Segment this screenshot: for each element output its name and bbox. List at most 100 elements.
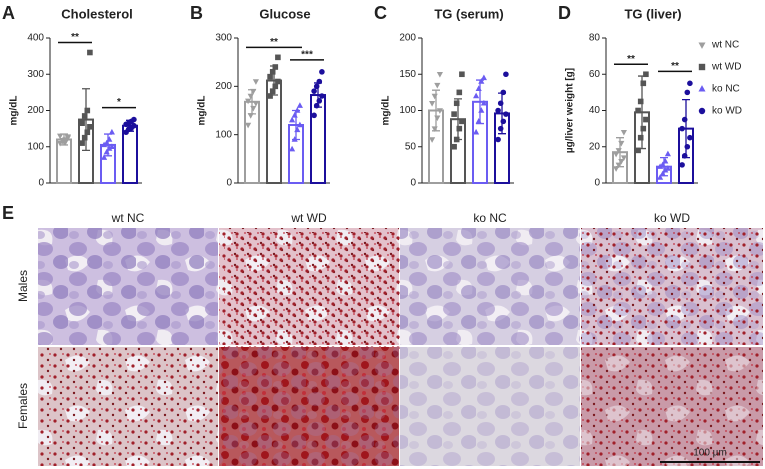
row-label: Males bbox=[16, 270, 30, 302]
data-point bbox=[475, 85, 482, 91]
micrograph bbox=[400, 228, 580, 345]
data-point bbox=[453, 100, 460, 107]
data-point bbox=[429, 137, 436, 143]
data-point bbox=[84, 107, 91, 114]
legend-label: ko NC bbox=[712, 84, 740, 95]
data-point bbox=[319, 69, 325, 75]
data-point bbox=[313, 102, 320, 109]
y-tick-label: 80 bbox=[589, 33, 601, 44]
data-point bbox=[643, 116, 649, 123]
legend-marker bbox=[698, 107, 706, 115]
data-point bbox=[296, 121, 303, 128]
data-point bbox=[657, 163, 664, 169]
y-tick-label: 0 bbox=[410, 178, 416, 189]
data-point bbox=[131, 116, 137, 123]
panel-label: D bbox=[558, 3, 571, 23]
column-label: ko NC bbox=[473, 211, 507, 225]
data-point bbox=[275, 54, 281, 61]
data-point bbox=[316, 98, 323, 104]
data-point bbox=[313, 83, 320, 90]
panel-label: E bbox=[2, 203, 14, 223]
significance-label: * bbox=[117, 97, 121, 108]
data-point bbox=[453, 136, 460, 143]
legend-label: ko WD bbox=[712, 106, 742, 117]
data-point bbox=[250, 88, 257, 95]
data-point bbox=[436, 72, 443, 78]
significance-label: ** bbox=[270, 37, 278, 48]
chart-title: TG (serum) bbox=[434, 6, 503, 21]
data-point bbox=[643, 71, 649, 78]
chart-title: Glucose bbox=[259, 6, 310, 21]
data-point bbox=[291, 136, 298, 142]
data-point bbox=[681, 153, 688, 159]
data-point bbox=[451, 143, 457, 150]
data-point bbox=[81, 134, 88, 141]
data-point bbox=[635, 147, 641, 154]
micrograph bbox=[38, 228, 218, 345]
data-point bbox=[687, 134, 693, 141]
data-point bbox=[659, 161, 666, 168]
data-point bbox=[84, 129, 91, 136]
data-point bbox=[497, 100, 504, 107]
data-point bbox=[618, 140, 625, 147]
data-point bbox=[434, 115, 441, 122]
legend-marker bbox=[698, 85, 706, 92]
data-point bbox=[64, 134, 71, 140]
data-point bbox=[662, 157, 669, 164]
data-point bbox=[87, 49, 93, 56]
significance-label: ** bbox=[71, 32, 79, 43]
data-point bbox=[272, 64, 279, 70]
data-point bbox=[613, 151, 620, 158]
data-point bbox=[664, 165, 671, 171]
data-point bbox=[289, 145, 296, 152]
data-point bbox=[664, 150, 671, 157]
micrograph bbox=[581, 347, 763, 466]
data-point bbox=[272, 83, 279, 90]
y-axis-label: mg/dL bbox=[197, 96, 208, 126]
y-tick-label: 200 bbox=[399, 33, 416, 44]
data-point bbox=[679, 125, 685, 132]
data-point bbox=[296, 102, 303, 108]
data-point bbox=[497, 125, 504, 132]
data-point bbox=[459, 71, 465, 78]
data-point bbox=[289, 116, 296, 123]
y-tick-label: 40 bbox=[589, 105, 601, 116]
data-point bbox=[79, 140, 85, 146]
data-point bbox=[662, 166, 669, 173]
data-point bbox=[459, 118, 465, 125]
panel-label: B bbox=[190, 3, 203, 23]
column-label: ko WD bbox=[654, 211, 690, 225]
y-axis-label: µg/liver weight [g] bbox=[565, 68, 576, 153]
data-point bbox=[451, 111, 457, 117]
y-tick-label: 200 bbox=[27, 105, 44, 116]
data-point bbox=[247, 93, 254, 100]
data-point bbox=[81, 113, 88, 119]
data-point bbox=[62, 140, 69, 146]
data-point bbox=[269, 88, 276, 94]
row-label: Females bbox=[16, 383, 30, 429]
micrograph bbox=[38, 347, 218, 466]
column-label: wt WD bbox=[290, 211, 327, 225]
y-tick-label: 300 bbox=[27, 69, 44, 80]
data-point bbox=[108, 143, 115, 149]
legend-label: wt WD bbox=[711, 62, 741, 73]
y-tick-label: 100 bbox=[27, 141, 44, 152]
data-point bbox=[269, 69, 276, 75]
data-point bbox=[252, 79, 259, 85]
y-tick-label: 60 bbox=[589, 69, 601, 80]
data-point bbox=[681, 116, 688, 123]
y-tick-label: 0 bbox=[594, 178, 600, 189]
column-label: wt NC bbox=[111, 211, 145, 225]
data-point bbox=[637, 98, 644, 105]
micrograph bbox=[219, 347, 399, 466]
data-point bbox=[101, 154, 108, 160]
data-point bbox=[103, 148, 110, 155]
data-point bbox=[473, 128, 480, 135]
data-point bbox=[291, 111, 298, 118]
data-point bbox=[618, 159, 625, 165]
data-point bbox=[687, 80, 693, 87]
data-point bbox=[106, 136, 113, 142]
panel-label: A bbox=[2, 3, 15, 23]
y-tick-label: 300 bbox=[215, 33, 232, 44]
